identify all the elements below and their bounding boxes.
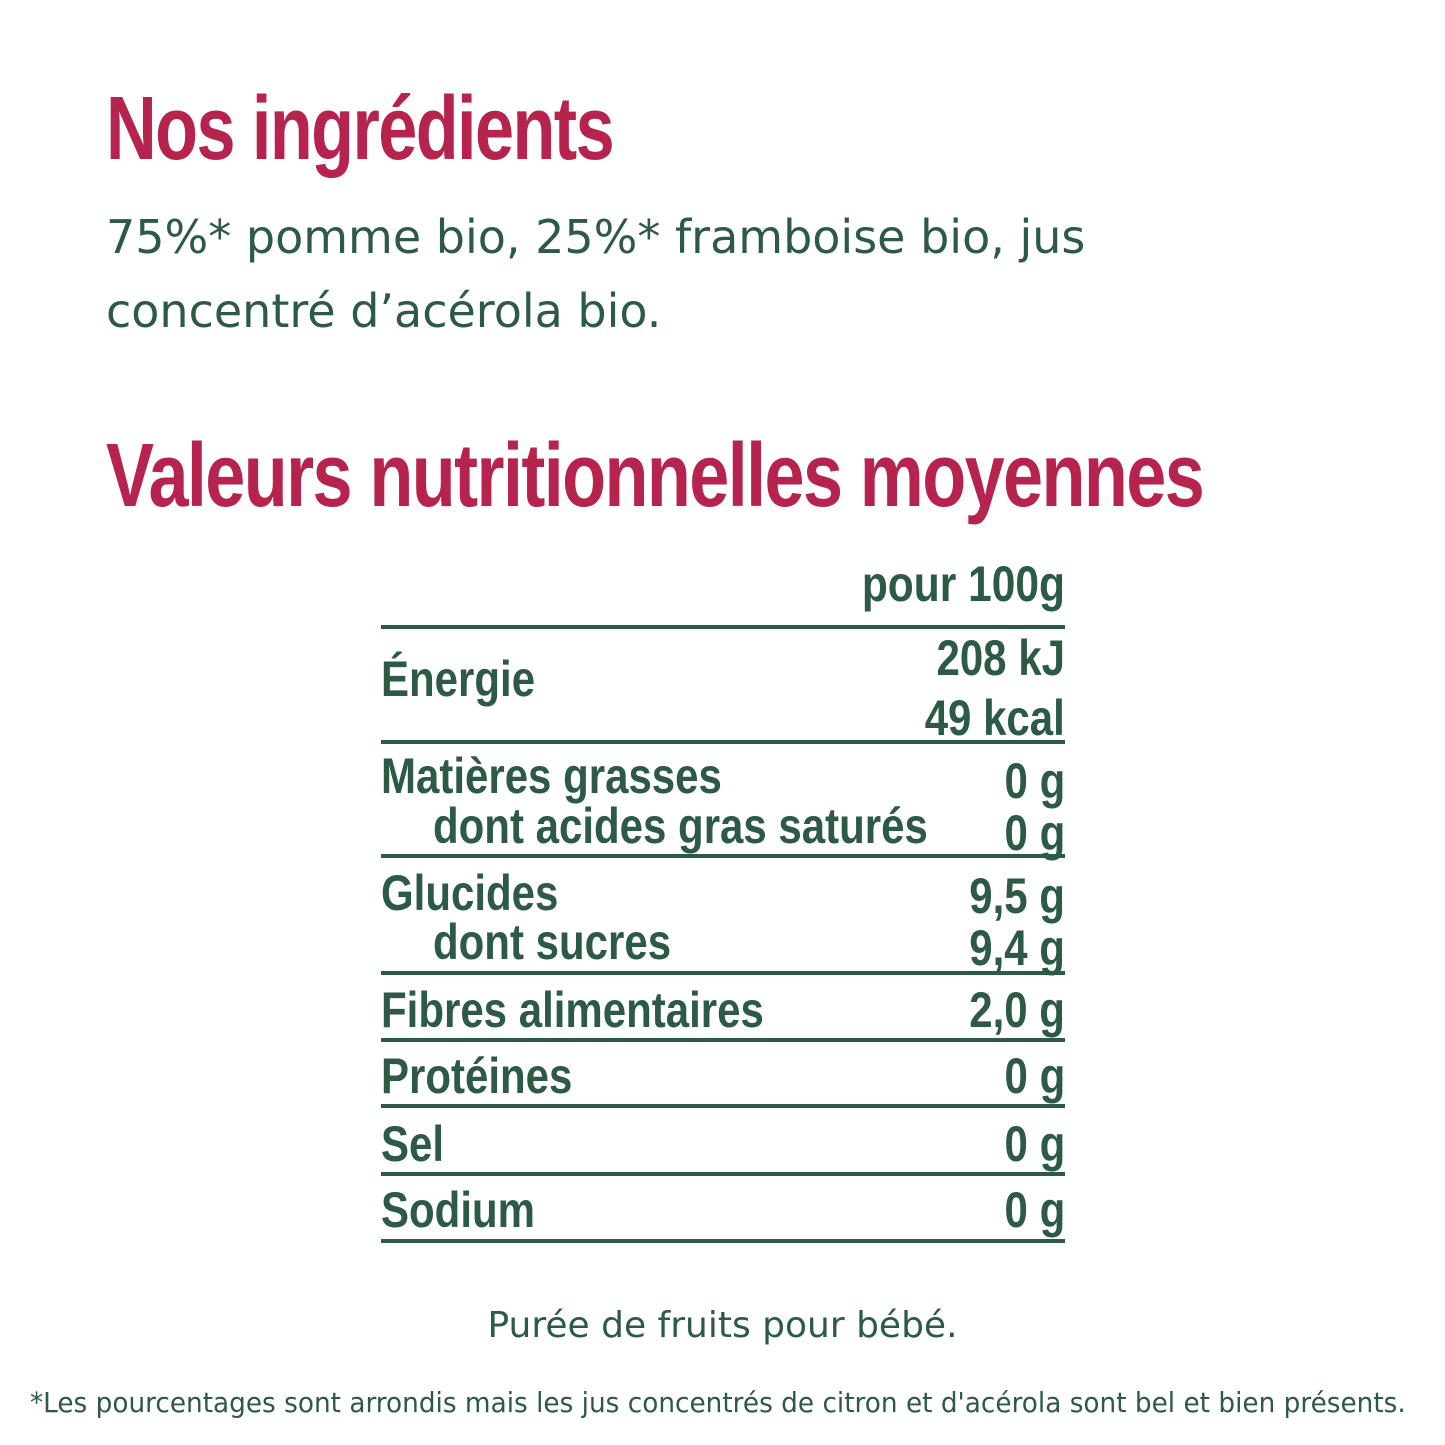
row-label-proteines: Protéines (381, 1048, 573, 1104)
row-label-sodium: Sodium (381, 1182, 535, 1238)
row-value-energie-kcal: 49 kcal (924, 690, 1065, 746)
product-description: Purée de fruits pour bébé. (487, 1305, 958, 1346)
column-header: pour 100g (861, 556, 1065, 612)
row-label-sucres: dont sucres (433, 914, 672, 970)
row-value-sodium: 0 g (1004, 1182, 1065, 1238)
row-value-sel: 0 g (1004, 1116, 1065, 1172)
row-value-fibres: 2,0 g (969, 982, 1065, 1038)
row-value-proteines: 0 g (1004, 1048, 1065, 1104)
row-label-fibres: Fibres alimentaires (381, 982, 764, 1038)
footnote: *Les pourcentages sont arrondis mais les… (30, 1386, 1406, 1419)
row-value-matieres-grasses: 0 g (1004, 753, 1065, 809)
row-label-matieres-grasses: Matières grasses (381, 748, 722, 804)
ingredients-line-1: 75%* pomme bio, 25%* framboise bio, jus (106, 210, 1086, 264)
table-divider (381, 1104, 1065, 1108)
nutrition-title: Valeurs nutritionnelles moyennes (106, 426, 1205, 526)
row-label-acides-gras-satures: dont acides gras saturés (433, 798, 928, 854)
row-value-acides-gras-satures: 0 g (1004, 805, 1065, 861)
ingredients-line-2: concentré d’acérola bio. (106, 284, 662, 338)
table-divider (381, 1172, 1065, 1176)
row-label-energie: Énergie (381, 651, 536, 707)
table-divider (381, 971, 1065, 975)
table-divider (381, 1239, 1065, 1243)
row-value-energie-kj: 208 kJ (936, 630, 1065, 686)
row-label-glucides: Glucides (381, 865, 559, 921)
row-value-glucides: 9,5 g (969, 868, 1065, 924)
table-divider (381, 625, 1065, 629)
ingredients-text: 75%* pomme bio, 25%* framboise bio, jus … (106, 200, 1186, 348)
row-value-sucres: 9,4 g (969, 920, 1065, 976)
table-divider (381, 854, 1065, 858)
row-label-sel: Sel (381, 1116, 445, 1172)
table-divider (381, 740, 1065, 744)
table-divider (381, 1038, 1065, 1042)
ingredients-title: Nos ingrédients (106, 79, 615, 179)
